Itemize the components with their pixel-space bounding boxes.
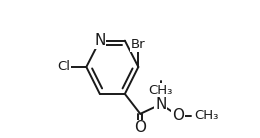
Text: O: O bbox=[134, 120, 146, 136]
Text: CH₃: CH₃ bbox=[194, 109, 219, 122]
Text: Br: Br bbox=[131, 38, 146, 51]
Text: Cl: Cl bbox=[57, 60, 70, 73]
Text: N: N bbox=[94, 33, 106, 48]
Text: O: O bbox=[172, 108, 184, 123]
Text: CH₃: CH₃ bbox=[149, 84, 173, 97]
Text: N: N bbox=[155, 97, 166, 112]
